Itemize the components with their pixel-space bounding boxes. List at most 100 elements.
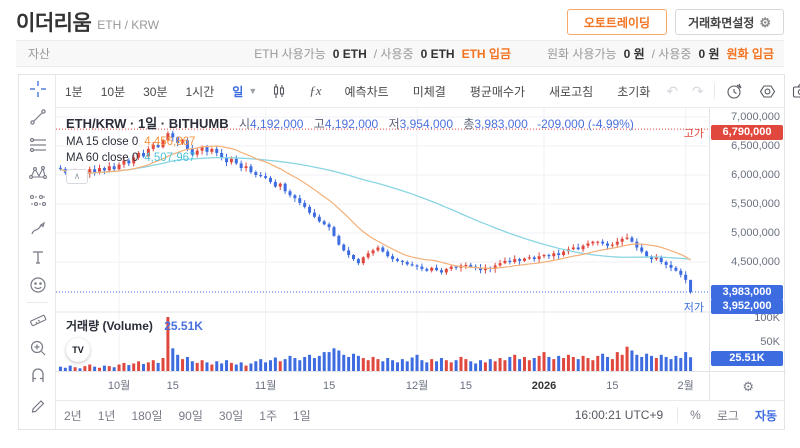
time-tick[interactable]: 15 (167, 380, 179, 392)
volume-bar (239, 362, 243, 371)
magnet-tool-icon[interactable] (19, 362, 55, 390)
interval-dropdown-chevron-icon[interactable]: ▼ (248, 86, 258, 96)
candle-body (439, 270, 443, 273)
interval-30min[interactable]: 30분 (143, 84, 168, 99)
time-axis-settings-gear-icon[interactable]: ⚙ (742, 379, 754, 394)
alert-icon[interactable] (718, 83, 751, 100)
forecast-chart-button[interactable]: 예측차트 (344, 84, 389, 99)
candle-body (689, 279, 693, 292)
emoji-tool-icon[interactable] (19, 271, 55, 299)
redo-icon[interactable]: ↷ (692, 82, 704, 99)
drawing-toolbar (19, 75, 56, 429)
brush-tool-icon[interactable] (19, 215, 55, 243)
krw-deposit-link[interactable]: 원화 입금 (726, 47, 775, 61)
volume-bar (532, 358, 536, 371)
range-2y-button[interactable]: 2년 (64, 408, 82, 423)
interval-10min[interactable]: 10분 (100, 84, 126, 99)
time-tick[interactable]: 11월 (255, 379, 277, 392)
volume-bar (684, 352, 688, 371)
price-chart-canvas[interactable]: 10월 15 11월 15 12월 15 2026 15 2월 (56, 108, 786, 401)
candle-body (293, 195, 297, 199)
volume-bar (308, 354, 312, 371)
volume-bar (195, 362, 199, 371)
interval-1hour[interactable]: 1시간 (185, 84, 215, 99)
volume-bar (581, 355, 585, 371)
fib-retracement-icon[interactable] (19, 131, 55, 159)
volume-label[interactable]: 거래량 (Volume) (66, 319, 153, 333)
volume-bar (68, 365, 72, 371)
ma60-label[interactable]: MA 60 close 0 (66, 152, 139, 164)
snapshot-camera-icon[interactable] (784, 83, 800, 99)
time-tick[interactable]: 15 (323, 380, 335, 392)
time-tick[interactable]: 12월 (406, 379, 428, 392)
time-tick[interactable]: 10월 (108, 379, 130, 392)
candle-body (88, 169, 92, 174)
candle-body (298, 198, 302, 203)
volume-bar (625, 346, 629, 371)
projection-tool-icon[interactable] (19, 187, 55, 215)
open-orders-button[interactable]: 미체결 (412, 84, 446, 99)
undo-icon[interactable]: ↶ (666, 82, 679, 99)
zoom-in-tool-icon[interactable] (19, 334, 55, 362)
volume-bar (654, 358, 658, 371)
volume-bar (386, 358, 390, 371)
candle-body (58, 167, 62, 170)
text-tool-icon[interactable] (19, 243, 55, 271)
krw-inuse-label: / 사용중 (651, 47, 692, 61)
time-tick[interactable]: 2026 (532, 380, 556, 392)
time-tick[interactable]: 2월 (678, 379, 694, 392)
range-1y-button[interactable]: 1년 (97, 408, 116, 423)
volume-bar (63, 367, 67, 371)
ma15-label[interactable]: MA 15 close 0 (66, 136, 139, 148)
clock-label[interactable]: 16:00:21 UTC+9 (574, 408, 664, 422)
price-tick: 6,500,000 (731, 140, 780, 152)
legend-symbol[interactable]: ETH/KRW · 1일 · BITHUMB (66, 116, 229, 131)
trend-line-icon[interactable] (19, 103, 55, 131)
chart-settings-gear-icon[interactable] (751, 83, 784, 100)
candle-body (386, 251, 390, 257)
candle-style-icon[interactable] (263, 83, 295, 99)
reset-button[interactable]: 초기화 (617, 84, 651, 99)
ruler-tool-icon[interactable] (19, 306, 55, 334)
volume-bar (464, 359, 468, 371)
pencil-tool-icon[interactable] (19, 390, 55, 418)
candle-body (664, 262, 668, 265)
candle-body (107, 166, 111, 171)
eth-available-value: 0 ETH (332, 46, 367, 61)
range-1w-button[interactable]: 1주 (259, 408, 277, 423)
candle-body (332, 227, 336, 236)
range-180d-button[interactable]: 180일 (131, 408, 163, 423)
volume-bar (400, 359, 404, 371)
volume-bar (352, 353, 356, 371)
legend-collapse-button[interactable]: ∧ (66, 169, 88, 184)
volume-bar (347, 356, 351, 371)
xabcd-pattern-icon[interactable] (19, 159, 55, 187)
volume-bar (293, 358, 297, 371)
price-tick: 4,500,000 (731, 256, 780, 268)
candle-body (654, 257, 658, 260)
auto-scale-button[interactable]: 자동 (754, 408, 777, 423)
screen-settings-button[interactable]: 거래화면설정 ⚙ (675, 9, 784, 35)
range-30d-button[interactable]: 30일 (218, 408, 244, 423)
tradingview-logo[interactable]: TV (66, 338, 90, 362)
volume-bar (146, 362, 150, 371)
avg-buy-price-button[interactable]: 평균매수가 (469, 84, 526, 99)
eth-deposit-link[interactable]: ETH 입금 (461, 47, 511, 61)
time-tick[interactable]: 15 (460, 380, 472, 392)
indicators-fx-icon[interactable]: ƒx (309, 83, 322, 98)
autotrading-button[interactable]: 오토트레이딩 (566, 9, 668, 35)
interval-day-selected[interactable]: 일 (232, 84, 244, 99)
chart-legend: ETH/KRW · 1일 · BITHUMB 시4,192,000 고4,192… (66, 113, 634, 184)
volume-bar (127, 365, 131, 371)
candle-body (93, 169, 97, 173)
interval-1min[interactable]: 1분 (65, 84, 83, 99)
volume-bar (391, 360, 395, 371)
refresh-button[interactable]: 새로고침 (549, 84, 594, 99)
volume-bar (508, 356, 512, 371)
range-90d-button[interactable]: 90일 (178, 408, 203, 423)
percent-scale-button[interactable]: % (690, 408, 701, 422)
crosshair-tool-icon[interactable] (19, 75, 55, 103)
log-scale-button[interactable]: 로그 (716, 408, 739, 423)
time-tick[interactable]: 15 (606, 380, 618, 392)
range-1d-button[interactable]: 1일 (293, 408, 311, 423)
